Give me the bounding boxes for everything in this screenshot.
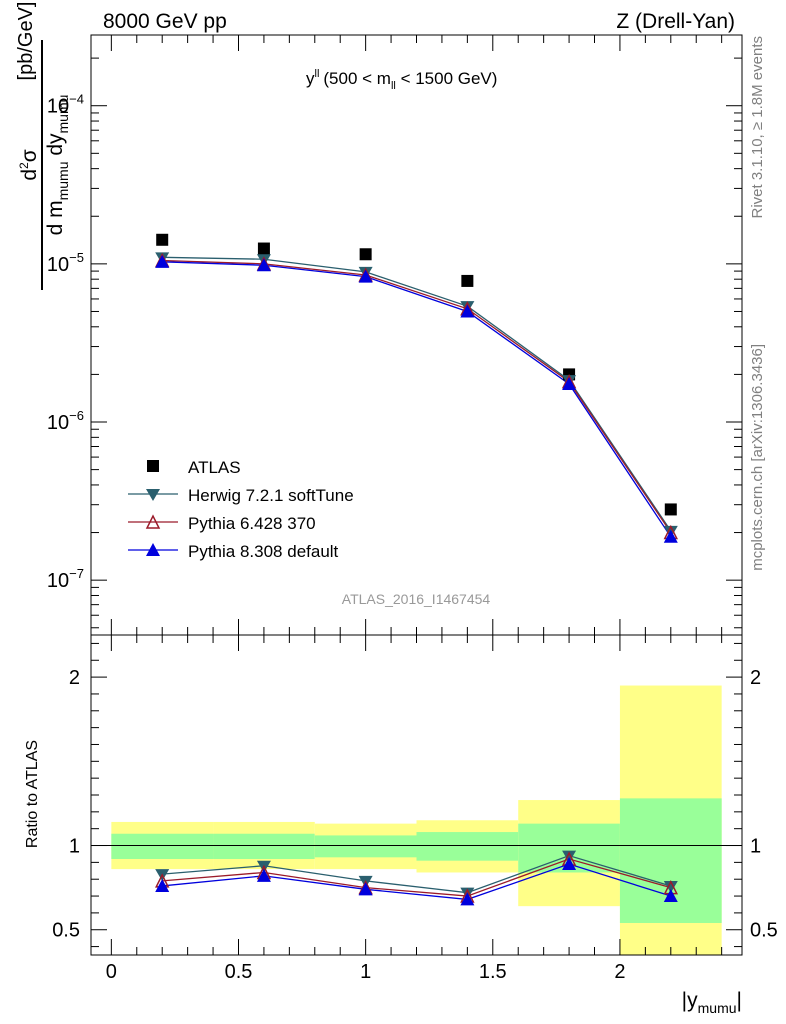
marker-pythia-8-308-default-1 [256,258,271,272]
legend-label-herwig-7-2-1-softtune: Herwig 7.2.1 softTune [188,486,354,505]
legend-marker-herwig-7-2-1-softtune [146,489,160,501]
band-inner-5 [619,798,722,923]
ratio-line-pythia-6-428-370 [162,858,671,897]
ylabel-unit: [pb/GeV] [15,2,37,81]
analysis-id: ATLAS_2016_I1467454 [342,591,491,607]
ratio-xtick-label: 0 [106,961,117,983]
ratio-line-pythia-8-308-default [162,863,671,901]
ratio-frame [90,634,743,956]
ratio-marker-herwig-7-2-1-softtune-5 [663,880,678,893]
legend-label-pythia-6-428-370: Pythia 6.428 370 [188,514,316,533]
legend: ATLAS Herwig 7.2.1 softTune Pythia 6.428 3… [128,458,354,561]
legend-marker-pythia-6-428-370 [145,514,161,529]
ratio-ytick-label-left: 0.5 [52,920,80,942]
main-markers [154,233,679,543]
main-ytick-label: 10−7 [47,566,84,592]
ratio-xlabel: |ymumu| [682,989,742,1016]
marker-pythia-8-308-default-4 [562,376,577,390]
header-right: Z (Drell-Yan) [616,10,735,33]
ratio-marker-pythia-8-308-default-1 [256,868,271,882]
marker-atlas-0 [156,233,169,246]
ratio-xtick-label: 1 [360,961,371,983]
plot-title: yll (500 < mll < 1500 GeV) [306,68,497,92]
line-pythia-6-428-370 [162,259,672,533]
ratio-xtick-label: 1.5 [479,961,507,983]
main-axis-ticks: 10−4 10−5 10−6 10−7 [47,35,742,635]
legend-marker-pythia-8-308-default [146,543,160,556]
marker-pythia-8-308-default-2 [358,269,373,283]
legend-label-atlas: ATLAS [188,458,241,477]
ratio-marker-pythia-8-308-default-0 [155,878,170,892]
band-inner-0 [111,833,214,859]
mcplots-label: mcplots.cern.ch [arXiv:1306.3436] [749,344,766,571]
ratio-series-lines [162,854,671,901]
ylabel-numerator: d2σ [17,149,41,180]
main-panel: 10−4 10−5 10−6 10−7 yll (500 < mll < 1500 Ge… [47,34,743,636]
line-pythia-8-308-default [162,261,672,538]
ratio-marker-pythia-8-308-default-3 [460,892,475,906]
ratio-ytick-label-right: 2 [750,667,761,689]
marker-atlas-3 [461,274,474,287]
band-inner-2 [314,835,417,858]
ratio-panel: 0.5 0.5 1 1 2 2 0 0.5 1 1.5 2 [52,634,778,983]
ratio-marker-pythia-8-308-default-5 [663,889,678,903]
ratio-axis-ticks: 0.5 0.5 1 1 2 2 0 0.5 1 1.5 2 [52,635,778,983]
band-inner-1 [213,833,315,859]
ratio-ytick-label-right: 1 [750,836,761,858]
ratio-marker-pythia-8-308-default-4 [562,857,577,871]
ratio-markers [154,850,679,906]
legend-marker-atlas [147,460,159,472]
ratio-marker-herwig-7-2-1-softtune-4 [562,850,577,863]
main-ylabel: d2σ d mmumu dymumu [17,40,71,290]
main-ytick-label: 10−4 [47,92,84,118]
ylabel-denominator: d mmumu dymumu [44,95,71,236]
ratio-xtick-label: 2 [614,961,625,983]
marker-atlas-5 [664,503,677,516]
main-ytick-label: 10−5 [47,250,84,276]
marker-atlas-2 [359,248,372,261]
line-herwig-7-2-1-softtune [162,256,672,532]
legend-label-pythia-8-308-default: Pythia 8.308 default [188,542,339,561]
ratio-marker-pythia-8-308-default-2 [358,882,373,896]
ratio-ytick-label-right: 0.5 [750,920,778,942]
marker-pythia-8-308-default-3 [460,304,475,318]
main-series-lines [162,256,672,538]
main-ytick-label: 10−6 [47,408,84,434]
ratio-ylabel: Ratio to ATLAS [24,740,41,848]
ratio-xtick-label: 0.5 [225,961,253,983]
ratio-uncertainty-bands [111,685,722,955]
marker-pythia-8-308-default-5 [663,529,678,543]
ratio-ytick-label-left: 2 [69,667,80,689]
ratio-ytick-label-left: 1 [69,836,80,858]
rivet-label: Rivet 3.1.10, ≥ 1.8M events [749,36,766,219]
marker-pythia-8-308-default-0 [155,254,170,268]
ratio-line-herwig-7-2-1-softtune [162,854,671,894]
band-inner-3 [416,832,519,861]
header-left: 8000 GeV pp [103,10,227,33]
marker-atlas-1 [257,242,270,255]
